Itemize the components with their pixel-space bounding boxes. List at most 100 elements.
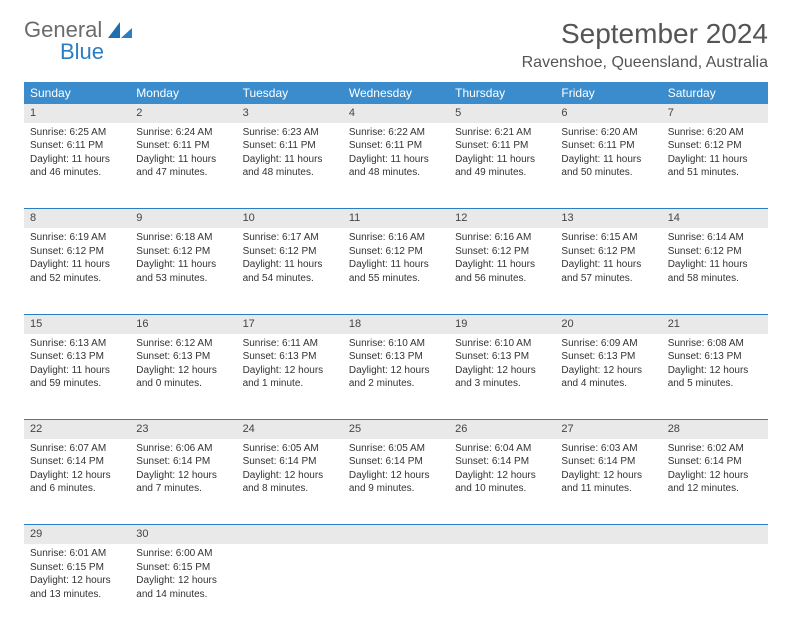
daylight-text: Daylight: 12 hours <box>561 469 655 483</box>
sunrise-text: Sunrise: 6:02 AM <box>668 442 762 456</box>
sunrise-text: Sunrise: 6:18 AM <box>136 231 230 245</box>
day-content-row: Sunrise: 6:01 AMSunset: 6:15 PMDaylight:… <box>24 544 768 630</box>
day-content-cell <box>449 544 555 630</box>
sunset-text: Sunset: 6:13 PM <box>30 350 124 364</box>
weekday-header: Wednesday <box>343 82 449 104</box>
day-content-cell: Sunrise: 6:12 AMSunset: 6:13 PMDaylight:… <box>130 334 236 420</box>
daylight-text: and 52 minutes. <box>30 272 124 286</box>
sunrise-text: Sunrise: 6:06 AM <box>136 442 230 456</box>
sunrise-text: Sunrise: 6:16 AM <box>349 231 443 245</box>
daylight-text: and 13 minutes. <box>30 588 124 602</box>
day-content-row: Sunrise: 6:07 AMSunset: 6:14 PMDaylight:… <box>24 439 768 525</box>
sunrise-text: Sunrise: 6:00 AM <box>136 547 230 561</box>
weekday-header-row: Sunday Monday Tuesday Wednesday Thursday… <box>24 82 768 104</box>
daylight-text: and 2 minutes. <box>349 377 443 391</box>
day-content-cell: Sunrise: 6:07 AMSunset: 6:14 PMDaylight:… <box>24 439 130 525</box>
daylight-text: and 46 minutes. <box>30 166 124 180</box>
sunrise-text: Sunrise: 6:13 AM <box>30 337 124 351</box>
daylight-text: and 12 minutes. <box>668 482 762 496</box>
day-number-cell: 8 <box>24 209 130 228</box>
day-content-cell: Sunrise: 6:22 AMSunset: 6:11 PMDaylight:… <box>343 123 449 209</box>
daylight-text: Daylight: 11 hours <box>243 258 337 272</box>
sunset-text: Sunset: 6:12 PM <box>349 245 443 259</box>
sunset-text: Sunset: 6:14 PM <box>243 455 337 469</box>
sunrise-text: Sunrise: 6:22 AM <box>349 126 443 140</box>
daylight-text: and 54 minutes. <box>243 272 337 286</box>
sunrise-text: Sunrise: 6:19 AM <box>30 231 124 245</box>
day-content-cell: Sunrise: 6:01 AMSunset: 6:15 PMDaylight:… <box>24 544 130 630</box>
day-content-cell: Sunrise: 6:13 AMSunset: 6:13 PMDaylight:… <box>24 334 130 420</box>
day-number-cell: 15 <box>24 314 130 333</box>
daylight-text: Daylight: 11 hours <box>455 153 549 167</box>
day-content-cell <box>662 544 768 630</box>
sunset-text: Sunset: 6:13 PM <box>561 350 655 364</box>
sunset-text: Sunset: 6:14 PM <box>668 455 762 469</box>
day-number-cell: 4 <box>343 104 449 123</box>
daylight-text: Daylight: 11 hours <box>30 364 124 378</box>
sunrise-text: Sunrise: 6:14 AM <box>668 231 762 245</box>
day-content-cell: Sunrise: 6:09 AMSunset: 6:13 PMDaylight:… <box>555 334 661 420</box>
daylight-text: Daylight: 11 hours <box>561 153 655 167</box>
daylight-text: Daylight: 12 hours <box>668 469 762 483</box>
day-number-cell: 2 <box>130 104 236 123</box>
calendar-table: Sunday Monday Tuesday Wednesday Thursday… <box>24 82 768 630</box>
day-content-cell: Sunrise: 6:16 AMSunset: 6:12 PMDaylight:… <box>343 228 449 314</box>
daylight-text: Daylight: 11 hours <box>136 258 230 272</box>
day-number-cell: 3 <box>237 104 343 123</box>
daylight-text: and 49 minutes. <box>455 166 549 180</box>
sunrise-text: Sunrise: 6:16 AM <box>455 231 549 245</box>
daylight-text: and 4 minutes. <box>561 377 655 391</box>
daylight-text: and 1 minute. <box>243 377 337 391</box>
daylight-text: and 47 minutes. <box>136 166 230 180</box>
sunrise-text: Sunrise: 6:10 AM <box>349 337 443 351</box>
daylight-text: Daylight: 11 hours <box>455 258 549 272</box>
daylight-text: Daylight: 12 hours <box>30 469 124 483</box>
day-number-cell: 18 <box>343 314 449 333</box>
day-content-cell: Sunrise: 6:10 AMSunset: 6:13 PMDaylight:… <box>343 334 449 420</box>
day-content-cell <box>555 544 661 630</box>
day-number-cell <box>343 525 449 544</box>
day-content-row: Sunrise: 6:25 AMSunset: 6:11 PMDaylight:… <box>24 123 768 209</box>
daylight-text: and 6 minutes. <box>30 482 124 496</box>
day-content-row: Sunrise: 6:19 AMSunset: 6:12 PMDaylight:… <box>24 228 768 314</box>
day-content-cell <box>343 544 449 630</box>
day-number-cell: 23 <box>130 420 236 439</box>
daylight-text: Daylight: 12 hours <box>455 364 549 378</box>
sunrise-text: Sunrise: 6:04 AM <box>455 442 549 456</box>
day-number-cell: 9 <box>130 209 236 228</box>
day-number-row: 891011121314 <box>24 209 768 228</box>
day-content-cell: Sunrise: 6:15 AMSunset: 6:12 PMDaylight:… <box>555 228 661 314</box>
day-number-row: 1234567 <box>24 104 768 123</box>
sunrise-text: Sunrise: 6:15 AM <box>561 231 655 245</box>
day-number-cell: 28 <box>662 420 768 439</box>
sunrise-text: Sunrise: 6:12 AM <box>136 337 230 351</box>
day-number-cell: 13 <box>555 209 661 228</box>
page-title: September 2024 <box>522 18 768 50</box>
sunrise-text: Sunrise: 6:20 AM <box>668 126 762 140</box>
sunset-text: Sunset: 6:11 PM <box>455 139 549 153</box>
day-content-cell: Sunrise: 6:11 AMSunset: 6:13 PMDaylight:… <box>237 334 343 420</box>
sunset-text: Sunset: 6:11 PM <box>30 139 124 153</box>
day-content-cell: Sunrise: 6:03 AMSunset: 6:14 PMDaylight:… <box>555 439 661 525</box>
day-content-cell: Sunrise: 6:20 AMSunset: 6:11 PMDaylight:… <box>555 123 661 209</box>
sunset-text: Sunset: 6:11 PM <box>136 139 230 153</box>
day-number-cell <box>662 525 768 544</box>
sunset-text: Sunset: 6:13 PM <box>136 350 230 364</box>
sunrise-text: Sunrise: 6:10 AM <box>455 337 549 351</box>
sunset-text: Sunset: 6:12 PM <box>136 245 230 259</box>
daylight-text: Daylight: 12 hours <box>136 364 230 378</box>
sunrise-text: Sunrise: 6:21 AM <box>455 126 549 140</box>
day-content-cell: Sunrise: 6:10 AMSunset: 6:13 PMDaylight:… <box>449 334 555 420</box>
day-content-cell: Sunrise: 6:18 AMSunset: 6:12 PMDaylight:… <box>130 228 236 314</box>
day-content-cell: Sunrise: 6:17 AMSunset: 6:12 PMDaylight:… <box>237 228 343 314</box>
sunrise-text: Sunrise: 6:05 AM <box>349 442 443 456</box>
day-number-cell: 10 <box>237 209 343 228</box>
sunset-text: Sunset: 6:14 PM <box>30 455 124 469</box>
day-number-cell: 22 <box>24 420 130 439</box>
sunset-text: Sunset: 6:14 PM <box>455 455 549 469</box>
daylight-text: and 59 minutes. <box>30 377 124 391</box>
daylight-text: Daylight: 11 hours <box>668 153 762 167</box>
day-number-row: 2930 <box>24 525 768 544</box>
daylight-text: Daylight: 12 hours <box>349 469 443 483</box>
day-number-cell: 14 <box>662 209 768 228</box>
